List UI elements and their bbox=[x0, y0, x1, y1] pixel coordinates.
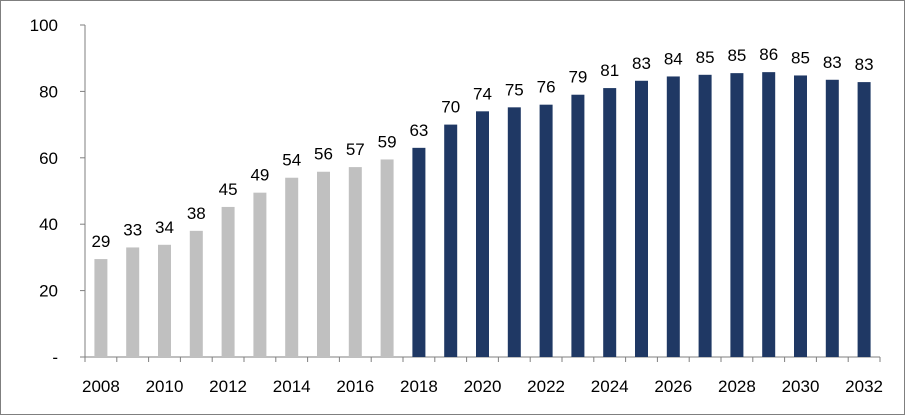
data-label: 76 bbox=[537, 78, 556, 97]
y-tick-label: 40 bbox=[39, 215, 58, 234]
data-label: 83 bbox=[855, 55, 874, 74]
y-tick-label: - bbox=[52, 348, 58, 367]
x-tick-label: 2024 bbox=[591, 377, 629, 396]
data-label: 29 bbox=[91, 232, 110, 251]
data-label: 34 bbox=[155, 218, 174, 237]
data-label: 85 bbox=[696, 48, 715, 67]
forecast-bar bbox=[857, 82, 871, 357]
data-label: 74 bbox=[473, 84, 492, 103]
data-label: 79 bbox=[568, 68, 587, 87]
x-tick-label: 2012 bbox=[209, 377, 247, 396]
historical-bar bbox=[94, 259, 108, 357]
forecast-bar bbox=[635, 80, 648, 357]
historical-bar bbox=[348, 167, 362, 357]
y-axis: - 20 40 60 80 100 bbox=[30, 16, 86, 367]
forecast-bar bbox=[603, 88, 617, 357]
data-label: 38 bbox=[187, 204, 206, 223]
forecast-bar bbox=[444, 124, 458, 357]
y-tick-label: 80 bbox=[39, 82, 58, 101]
data-label: 84 bbox=[664, 49, 683, 68]
data-label: 45 bbox=[219, 180, 238, 199]
forecast-bar bbox=[825, 79, 839, 357]
historical-bar bbox=[253, 192, 267, 357]
data-label: 75 bbox=[505, 80, 524, 99]
historical-bar bbox=[189, 230, 203, 357]
x-tick-label: 2014 bbox=[273, 377, 311, 396]
historical-bar bbox=[285, 177, 299, 357]
historical-bar bbox=[380, 159, 394, 357]
forecast-bar bbox=[698, 74, 712, 358]
data-label: 70 bbox=[441, 98, 460, 117]
y-tick-label: 100 bbox=[30, 16, 58, 35]
x-tick-label: 2008 bbox=[82, 377, 120, 396]
data-label: 83 bbox=[823, 53, 842, 72]
x-axis: 2008 2010 2012 2014 2016 2018 2020 2022 2024 2026… bbox=[82, 356, 883, 396]
forecast-bar bbox=[794, 75, 807, 358]
y-tick-label: 20 bbox=[39, 282, 58, 301]
y-tick-label: 60 bbox=[39, 149, 58, 168]
forecast-bar bbox=[539, 104, 553, 358]
data-label: 85 bbox=[791, 48, 810, 67]
x-tick-label: 2018 bbox=[400, 377, 438, 396]
historical-bar bbox=[126, 247, 140, 357]
x-tick-label: 2028 bbox=[718, 377, 756, 396]
data-labels: 29 33 34 38 45 49 54 56 57 59 63 70 74 75 76 79 81 83 84 85… bbox=[91, 45, 873, 251]
forecast-bar bbox=[412, 147, 426, 357]
x-tick-label: 2016 bbox=[336, 377, 374, 396]
data-label: 86 bbox=[759, 45, 778, 64]
data-label: 49 bbox=[250, 166, 269, 185]
forecast-bar bbox=[730, 73, 744, 357]
forecast-bar bbox=[762, 72, 776, 358]
historical-bar bbox=[221, 206, 235, 357]
forecast-bar bbox=[476, 111, 489, 357]
historical-bar bbox=[317, 171, 330, 357]
historical-bar bbox=[158, 244, 171, 357]
data-label: 54 bbox=[282, 151, 301, 170]
x-tick-label: 2032 bbox=[845, 377, 883, 396]
x-tick-label: 2026 bbox=[654, 377, 692, 396]
forecast-bar bbox=[666, 76, 680, 358]
forecast-bar bbox=[507, 107, 521, 357]
data-label: 63 bbox=[409, 121, 428, 140]
x-tick-label: 2022 bbox=[527, 377, 565, 396]
bars bbox=[94, 72, 871, 358]
data-label: 59 bbox=[378, 132, 397, 151]
data-label: 56 bbox=[314, 145, 333, 164]
data-label: 33 bbox=[123, 220, 142, 239]
x-tick-label: 2030 bbox=[782, 377, 820, 396]
data-label: 83 bbox=[632, 54, 651, 73]
x-tick-label: 2020 bbox=[464, 377, 502, 396]
forecast-bar bbox=[571, 94, 585, 357]
data-label: 85 bbox=[727, 46, 746, 65]
data-label: 81 bbox=[600, 61, 619, 80]
x-tick-label: 2010 bbox=[146, 377, 184, 396]
data-label: 57 bbox=[346, 140, 365, 159]
